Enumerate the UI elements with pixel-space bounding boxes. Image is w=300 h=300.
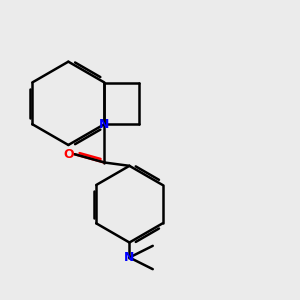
Text: N: N: [99, 118, 110, 131]
Text: O: O: [63, 148, 74, 161]
Text: N: N: [124, 251, 135, 264]
